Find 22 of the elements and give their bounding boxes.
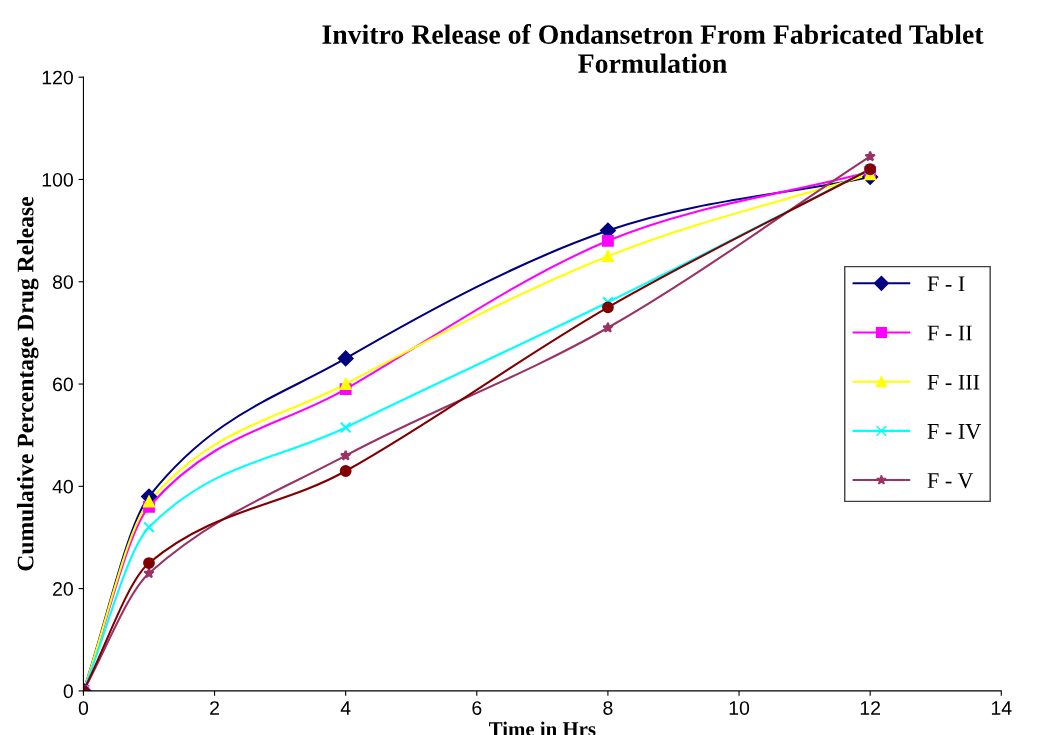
y-tick-label: 20	[53, 582, 73, 596]
legend-label: F - II	[927, 325, 972, 341]
x-tick-label: 10	[729, 701, 750, 715]
x-tick-label: 12	[860, 701, 880, 715]
y-tick-label: 60	[53, 377, 73, 392]
chart-title: Invitro Release of Ondansetron From Fabricated Tablet Formulation	[322, 24, 984, 74]
x-tick-label: 4	[340, 701, 351, 715]
y-tick-label: 40	[52, 479, 73, 494]
legend-label: F - III	[927, 374, 980, 390]
y-tick-label: 0	[63, 684, 73, 699]
y-tick-label: 100	[42, 172, 73, 187]
legend-label: F - I	[927, 276, 965, 292]
legend-label: F - V	[927, 473, 974, 489]
x-tick-label: 8	[603, 701, 613, 715]
legend-label: F - IV	[927, 424, 982, 439]
x-tick-label: 2	[210, 701, 219, 715]
y-tick-label: 120	[42, 70, 73, 85]
y-axis-title: Cumulative Percentage Drug Release	[16, 197, 39, 571]
x-tick-label: 6	[472, 701, 482, 715]
x-tick-label: 0	[78, 701, 89, 715]
y-tick-label: 80	[52, 275, 73, 289]
x-tick-label: 14	[991, 701, 1012, 715]
